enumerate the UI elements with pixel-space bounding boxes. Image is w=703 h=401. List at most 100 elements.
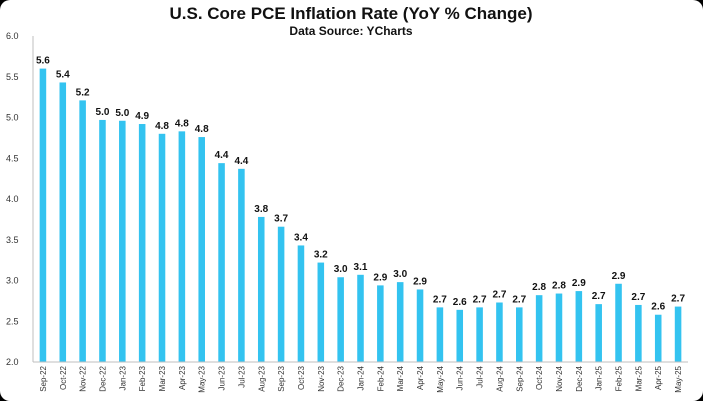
x-tick-label: Oct-22 (59, 365, 68, 390)
y-tick-label: 6.0 (6, 31, 19, 41)
y-tick-label: 5.0 (6, 113, 19, 123)
data-label: 5.4 (56, 69, 70, 80)
data-label: 2.7 (512, 294, 526, 305)
x-tick-label: Oct-23 (297, 365, 306, 390)
bar (535, 295, 543, 362)
bar (238, 168, 245, 362)
x-tick-label: Nov-23 (317, 365, 326, 391)
x-tick-label: Mar-25 (634, 365, 643, 391)
bar (257, 216, 265, 362)
bar (436, 307, 444, 362)
bar (39, 68, 47, 362)
y-tick-label: 2.0 (6, 357, 19, 367)
data-label: 4.9 (135, 111, 149, 122)
y-tick-label: 3.5 (6, 235, 19, 245)
data-label: 2.7 (592, 291, 606, 302)
y-tick-label: 5.5 (6, 72, 19, 82)
y-tick-label: 4.0 (6, 194, 19, 204)
x-tick-label: May-24 (436, 365, 445, 392)
y-tick-label: 4.5 (6, 153, 19, 163)
x-tick-label: Apr-24 (416, 365, 425, 390)
data-label: 5.6 (36, 56, 50, 67)
bar (456, 309, 464, 362)
bar (178, 131, 186, 362)
bar (496, 302, 503, 362)
x-tick-label: Apr-25 (654, 365, 663, 390)
bar-series (39, 68, 682, 363)
data-label: 3.1 (354, 262, 368, 273)
y-tick-label: 2.5 (6, 316, 19, 326)
chart-subtitle: Data Source: YCharts (289, 24, 412, 38)
bar (357, 274, 364, 362)
data-label: 2.7 (631, 292, 645, 303)
data-label: 2.7 (671, 294, 685, 305)
x-tick-label: Dec-24 (575, 365, 584, 391)
data-label: 2.7 (433, 294, 447, 305)
bar (635, 304, 642, 362)
x-tick-label: Aug-24 (495, 365, 504, 391)
bar (516, 307, 523, 362)
data-label: 3.2 (314, 250, 328, 261)
data-label: 2.9 (572, 278, 586, 289)
bar (595, 304, 602, 362)
x-tick-label: Dec-22 (98, 365, 107, 391)
bar (377, 285, 384, 362)
bar (654, 314, 662, 362)
data-label: 2.8 (552, 281, 566, 292)
data-label: 2.6 (453, 297, 467, 308)
x-tick-label: Jul-23 (237, 365, 246, 387)
bar (158, 133, 166, 362)
x-tick-label: Jan-24 (357, 365, 366, 390)
data-label: 2.7 (492, 290, 506, 301)
chart-title: U.S. Core PCE Inflation Rate (YoY % Chan… (169, 4, 532, 23)
data-label: 2.9 (612, 271, 626, 282)
data-label: 4.8 (175, 118, 189, 129)
x-tick-label: Jan-25 (595, 365, 604, 390)
y-tick-label: 3.0 (6, 276, 19, 286)
bar (119, 120, 126, 362)
data-label: 2.6 (651, 302, 665, 313)
x-tick-label: Aug-23 (257, 365, 266, 391)
bar (416, 289, 424, 362)
bar (218, 163, 225, 362)
y-axis: 2.0 2.5 3.0 3.5 4.0 4.5 5.0 5.5 6.0 (6, 31, 34, 367)
x-axis: Sep-22 Oct-22 Nov-22 Dec-22 Jan-23 Feb-23 Mar-… (33, 361, 688, 393)
x-tick-label: May-23 (198, 365, 207, 392)
data-label: 5.0 (115, 108, 129, 119)
x-tick-label: Jul-24 (476, 365, 485, 387)
bar (138, 124, 146, 363)
x-tick-label: Apr-23 (178, 365, 187, 390)
data-label: 2.8 (532, 282, 546, 293)
data-label: 5.2 (76, 87, 90, 98)
bar (59, 82, 67, 363)
x-tick-label: Nov-22 (79, 365, 88, 391)
data-label: 4.8 (195, 124, 209, 135)
data-label: 5.0 (96, 107, 110, 118)
x-tick-label: Sep-22 (39, 365, 48, 391)
bar (674, 306, 682, 362)
x-tick-label: Sep-23 (277, 365, 286, 391)
bar (198, 137, 205, 362)
bar (79, 100, 86, 362)
x-tick-label: Jan-23 (118, 365, 127, 390)
data-label: 3.0 (393, 269, 407, 280)
bar (99, 119, 106, 362)
data-label: 2.9 (373, 272, 387, 283)
x-tick-label: Feb-25 (615, 365, 624, 391)
bar (317, 262, 325, 362)
data-label: 2.7 (473, 294, 487, 305)
data-label: 3.0 (334, 264, 348, 275)
bar (575, 291, 583, 362)
x-tick-label: Oct-24 (535, 365, 544, 390)
x-tick-label: Mar-24 (396, 365, 405, 391)
data-label: 4.4 (215, 150, 229, 161)
bar (476, 307, 483, 362)
data-label: 3.7 (274, 214, 288, 225)
bar (337, 277, 344, 362)
x-tick-label: Feb-24 (376, 365, 385, 391)
data-label: 3.4 (294, 232, 308, 243)
data-label: 4.4 (234, 156, 248, 167)
x-tick-label: May-25 (674, 365, 683, 392)
x-tick-label: Jun-23 (218, 365, 227, 390)
